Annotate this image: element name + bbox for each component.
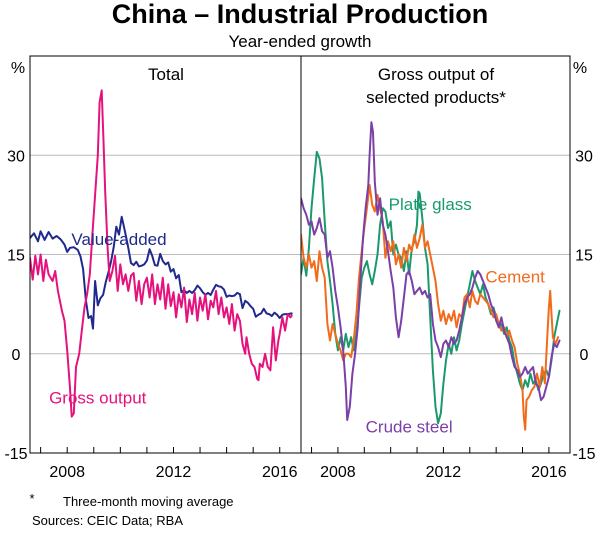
- left-y-tick-15: 15: [7, 248, 25, 265]
- right-y-tick-0: 0: [580, 347, 589, 364]
- panel-title-total: Total: [148, 65, 184, 84]
- series-label-gross-output: Gross output: [49, 388, 147, 407]
- footnote-text: Three-month moving average: [63, 494, 234, 509]
- left-y-tick-30: 30: [7, 148, 25, 165]
- axis-ticks: 30 15 0 -15 2008 2012 2016 30 15 0 -15 2008 2012 2016: [4, 148, 595, 481]
- gridlines: [30, 154, 570, 355]
- panel-products-series: [301, 121, 561, 431]
- panel-total-series: [30, 89, 293, 418]
- x-tick-label-total-2008: 2008: [49, 464, 85, 481]
- x-tick-label-products-2012: 2012: [426, 464, 462, 481]
- chart-title: China – Industrial Production: [112, 0, 489, 29]
- x-tick-label-products-2016: 2016: [531, 464, 567, 481]
- x-tick-label-products-2008: 2008: [320, 464, 356, 481]
- footnote-mark: *: [29, 491, 34, 506]
- series-line-cement: [301, 184, 560, 431]
- panel-title-products-line2: selected products*: [366, 88, 506, 107]
- series-label-plate-glass: Plate glass: [389, 195, 472, 214]
- right-y-tick-15: -15: [572, 446, 595, 463]
- chart-subtitle: Year-ended growth: [228, 32, 371, 51]
- series-label-cement: Cement: [485, 267, 545, 286]
- x-tick-label-total-2012: 2012: [156, 464, 192, 481]
- plot-frame: [29, 55, 571, 454]
- right-y-tick-30: 30: [575, 148, 593, 165]
- series-line-value-added: [30, 215, 293, 330]
- x-tick-label-total-2016: 2016: [262, 464, 298, 481]
- right-unit-label: %: [573, 60, 587, 77]
- left-unit-label: %: [11, 60, 25, 77]
- sources-text: Sources: CEIC Data; RBA: [32, 513, 183, 528]
- series-line-crude-steel: [301, 121, 561, 421]
- left-y-tick-0: 0: [12, 347, 21, 364]
- series-label-crude-steel: Crude steel: [366, 417, 453, 436]
- series-labels: Value-added Gross output Plate glass Cement…: [49, 195, 545, 436]
- series-line-gross-output: [30, 89, 293, 418]
- right-y-tick-15: 15: [575, 248, 593, 265]
- left-y-tick-15: -15: [4, 446, 27, 463]
- panel-title-products-line1: Gross output of: [378, 65, 495, 84]
- series-label-value-added: Value-added: [71, 230, 166, 249]
